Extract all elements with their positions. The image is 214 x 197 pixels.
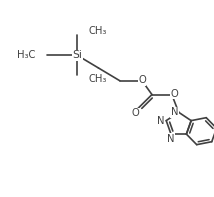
Text: Si: Si	[72, 50, 82, 60]
Text: O: O	[170, 89, 178, 99]
Text: O: O	[138, 75, 146, 85]
Text: CH₃: CH₃	[89, 74, 107, 84]
Text: N: N	[157, 116, 165, 126]
Text: O: O	[132, 108, 139, 118]
Text: N: N	[167, 134, 175, 144]
Text: H₃C: H₃C	[17, 50, 35, 60]
Text: CH₃: CH₃	[89, 26, 107, 35]
Text: N: N	[171, 107, 178, 117]
